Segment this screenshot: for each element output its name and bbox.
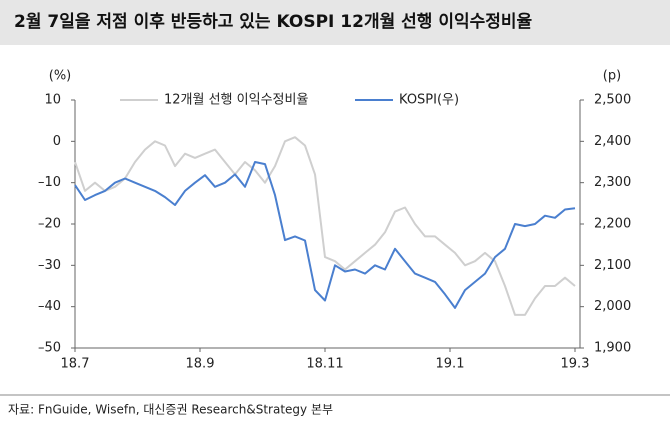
x-tick-label: 18.11: [306, 357, 343, 372]
y2-tick-label: 2,200: [594, 217, 631, 232]
y2-tick-label: 2,500: [594, 93, 631, 108]
legend-label: 12개월 선행 이익수정비율: [164, 92, 308, 108]
chart-title: 2월 7일을 저점 이후 반등하고 있는 KOSPI 12개월 선행 이익수정비…: [14, 11, 533, 32]
x-tick-label: 18.7: [61, 357, 90, 372]
y2-axis-label: (p): [603, 69, 621, 84]
y-tick-label: 0: [53, 134, 61, 149]
y2-tick-label: 2,100: [594, 258, 631, 273]
y2-tick-label: 2,300: [594, 175, 631, 190]
x-tick-label: 18.9: [186, 357, 215, 372]
y-tick-label: –20: [38, 217, 61, 232]
y2-tick-label: 2,400: [594, 134, 631, 149]
title-bar: [0, 0, 670, 45]
series-line: [74, 161, 576, 309]
legend-bg: [116, 91, 326, 109]
source: 자료: FnGuide, Wisefn, 대신증권 Research&Strat…: [8, 403, 333, 417]
x-tick-label: 19.3: [561, 357, 590, 372]
y-tick-label: –40: [38, 299, 61, 314]
series-line: [74, 136, 576, 316]
legend-bg: [351, 91, 451, 109]
y2-tick-label: 2,000: [594, 299, 631, 314]
y2-tick-label: 1,900: [594, 341, 631, 356]
y-axis-label: (%): [49, 69, 72, 84]
y-tick-label: –10: [38, 175, 61, 190]
x-tick-label: 19.1: [436, 357, 465, 372]
y-tick-label: –30: [38, 258, 61, 273]
legend-label: KOSPI(우): [399, 93, 459, 108]
y-tick-label: –50: [38, 341, 61, 356]
y-tick-label: 10: [44, 93, 61, 108]
